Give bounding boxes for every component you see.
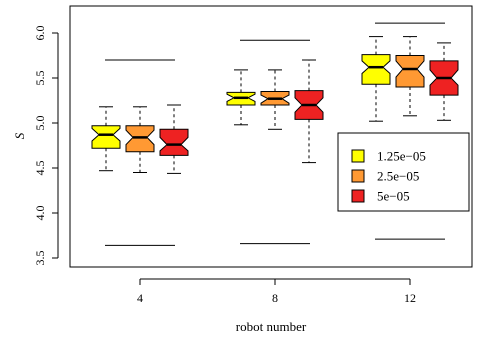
reference-lines <box>105 22 445 246</box>
y-tick-label: 4.0 <box>33 206 47 221</box>
box <box>125 106 155 173</box>
x-axis: 4 8 12 <box>137 278 416 305</box>
legend-label: 5e−05 <box>377 189 410 204</box>
x-tick-label: 12 <box>404 291 416 305</box>
box <box>226 69 256 126</box>
box <box>294 59 324 164</box>
box-body <box>159 128 189 156</box>
y-tick-label: 5.0 <box>33 116 47 131</box>
box-body <box>395 55 425 88</box>
y-tick-label: 3.5 <box>33 251 47 266</box>
box-series <box>91 36 459 174</box>
legend-label: 1.25e−05 <box>377 149 426 164</box>
box <box>260 69 290 130</box>
y-axis-label: S <box>12 132 27 139</box>
legend-swatch <box>351 189 365 203</box>
box <box>395 36 425 117</box>
y-tick-label: 5.5 <box>33 71 47 86</box>
box <box>361 36 391 122</box>
box-body <box>361 54 391 85</box>
legend: 1.25e−05 2.5e−05 5e−05 <box>337 132 470 212</box>
box <box>429 42 459 121</box>
box <box>91 106 121 172</box>
y-tick-label: 6.0 <box>33 26 47 41</box>
plot-frame <box>69 5 473 268</box>
y-axis: 3.5 4.0 4.5 5.0 5.5 6.0 <box>33 26 59 266</box>
y-tick-label: 4.5 <box>33 161 47 176</box>
box-body <box>91 125 121 149</box>
box <box>159 104 189 174</box>
legend-swatch <box>351 149 365 163</box>
box-body <box>125 125 155 153</box>
x-tick-label: 8 <box>272 291 278 305</box>
legend-label: 2.5e−05 <box>377 169 419 184</box>
x-axis-label: robot number <box>236 319 307 334</box>
legend-swatch <box>351 169 365 183</box>
x-tick-label: 4 <box>137 291 143 305</box>
